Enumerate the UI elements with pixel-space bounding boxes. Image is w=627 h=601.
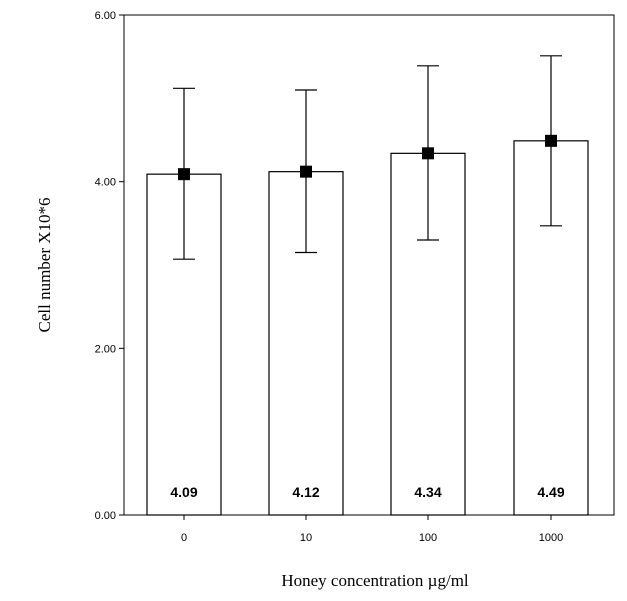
y-tick-label-2: 4.00 [95, 177, 116, 189]
x-tick-label-1000: 1000 [539, 532, 563, 544]
x-tick-label-100: 100 [419, 532, 437, 544]
y-axis-label: Cell number X10*6 [35, 197, 54, 332]
mean-marker-10 [300, 165, 312, 178]
y-tick-label-3: 6.00 [95, 10, 116, 22]
mean-marker-0 [178, 168, 190, 181]
value-label-10: 4.12 [292, 484, 319, 500]
x-axis: 0 10 100 1000 [181, 515, 563, 544]
y-tick-label-1: 2.00 [95, 343, 116, 355]
value-labels-layer: 4.09 4.12 4.34 4.49 [170, 484, 564, 500]
value-label-100: 4.34 [414, 484, 441, 500]
mean-marker-100 [422, 147, 434, 160]
plot-frame [123, 14, 615, 516]
value-label-1000: 4.49 [537, 484, 564, 500]
x-tick-label-10: 10 [300, 532, 312, 544]
value-label-0: 4.09 [170, 484, 197, 500]
bars-layer [146, 140, 589, 516]
x-tick-label-0: 0 [181, 532, 187, 544]
y-axis: 0.00 2.00 4.00 6.00 [95, 10, 124, 522]
y-tick-label-0: 0.00 [95, 510, 116, 522]
mean-marker-1000 [545, 134, 557, 147]
x-axis-label: Honey concentration µg/ml [281, 571, 469, 590]
error-bars-layer [173, 55, 562, 260]
